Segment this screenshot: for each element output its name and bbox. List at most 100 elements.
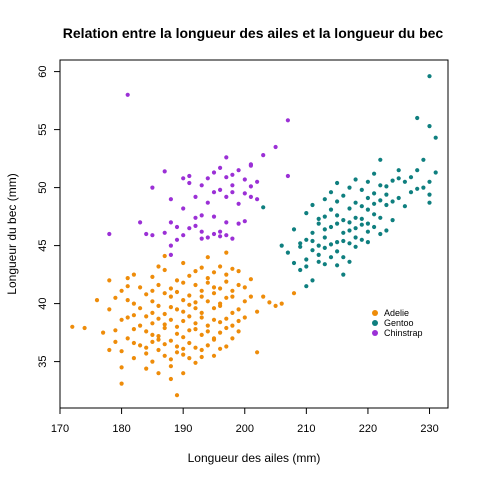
data-point-chinstrap	[199, 229, 204, 234]
data-point-gentoo	[378, 183, 383, 188]
data-point-adelie	[211, 353, 217, 358]
data-point-adelie	[224, 316, 229, 321]
data-point-adelie	[181, 335, 186, 340]
data-point-adelie	[156, 334, 161, 339]
data-point-gentoo	[335, 221, 340, 226]
data-point-chinstrap	[255, 197, 260, 202]
data-point-chinstrap	[199, 183, 204, 188]
data-point-chinstrap	[174, 224, 180, 230]
y-axis-label: Longueur du bec (mm)	[5, 173, 19, 294]
data-point-adelie	[242, 299, 247, 304]
data-point-gentoo	[341, 230, 346, 235]
data-point-gentoo	[396, 176, 401, 181]
data-point-adelie	[193, 321, 198, 326]
data-point-gentoo	[353, 235, 358, 240]
data-point-adelie	[181, 352, 186, 357]
data-point-adelie	[125, 298, 130, 303]
data-point-gentoo	[322, 214, 327, 219]
data-point-gentoo	[304, 284, 309, 289]
data-point-adelie	[113, 339, 118, 344]
y-tick-label: 60	[37, 65, 49, 77]
data-point-chinstrap	[168, 243, 173, 248]
data-point-adelie	[230, 288, 235, 293]
data-point-adelie	[162, 311, 167, 317]
data-point-adelie	[101, 330, 106, 335]
data-point-adelie	[131, 356, 136, 361]
data-point-adelie	[131, 272, 136, 277]
legend-label-adelie: Adelie	[384, 308, 409, 318]
data-point-gentoo	[298, 241, 303, 246]
data-point-adelie	[156, 303, 161, 308]
data-point-gentoo	[310, 248, 315, 253]
data-point-adelie	[174, 289, 180, 295]
data-point-chinstrap	[230, 172, 235, 177]
data-point-gentoo	[433, 135, 438, 140]
data-point-chinstrap	[187, 180, 192, 186]
data-point-adelie	[218, 264, 223, 269]
data-point-gentoo	[359, 187, 364, 192]
data-point-adelie	[236, 318, 241, 324]
data-point-chinstrap	[168, 197, 173, 202]
data-point-adelie	[162, 253, 167, 259]
y-tick-label: 55	[37, 123, 49, 135]
data-point-gentoo	[353, 244, 358, 249]
data-point-adelie	[174, 393, 180, 398]
data-point-adelie	[230, 310, 235, 315]
data-point-chinstrap	[107, 231, 112, 237]
data-point-adelie	[150, 310, 155, 315]
data-point-chinstrap	[174, 237, 180, 242]
data-point-adelie	[236, 307, 241, 312]
data-point-gentoo	[310, 238, 315, 244]
data-point-chinstrap	[138, 220, 143, 225]
data-point-gentoo	[335, 199, 340, 204]
data-point-gentoo	[341, 238, 346, 244]
x-tick-label: 180	[112, 423, 130, 435]
data-point-adelie	[162, 322, 167, 327]
data-point-chinstrap	[125, 92, 130, 97]
data-points-layer	[70, 74, 438, 398]
data-point-adelie	[230, 336, 235, 341]
data-point-adelie	[199, 288, 204, 293]
data-point-adelie	[187, 340, 192, 346]
data-point-adelie	[70, 324, 75, 329]
data-point-gentoo	[365, 207, 370, 212]
data-point-gentoo	[322, 227, 327, 232]
data-point-adelie	[193, 282, 198, 288]
data-point-gentoo	[335, 180, 340, 186]
data-point-gentoo	[390, 218, 395, 223]
data-point-gentoo	[402, 179, 407, 184]
data-point-adelie	[168, 286, 173, 291]
data-point-gentoo	[427, 200, 432, 205]
data-point-chinstrap	[273, 144, 278, 150]
data-point-chinstrap	[187, 226, 192, 231]
data-point-chinstrap	[205, 235, 210, 240]
data-point-adelie	[199, 332, 204, 337]
data-point-chinstrap	[181, 233, 186, 238]
data-point-adelie	[187, 314, 192, 319]
data-point-adelie	[211, 306, 217, 311]
data-point-adelie	[218, 346, 223, 351]
data-point-chinstrap	[168, 252, 173, 257]
data-point-adelie	[156, 371, 161, 376]
data-point-gentoo	[322, 235, 327, 240]
data-point-adelie	[211, 337, 217, 342]
data-point-adelie	[205, 255, 210, 260]
data-point-adelie	[119, 349, 124, 354]
data-point-chinstrap	[224, 233, 229, 238]
data-point-gentoo	[365, 195, 370, 201]
data-point-adelie	[150, 274, 155, 279]
data-point-adelie	[181, 309, 186, 314]
data-point-chinstrap	[224, 155, 229, 160]
data-point-adelie	[193, 327, 198, 332]
data-point-adelie	[113, 295, 118, 300]
data-point-adelie	[125, 284, 130, 289]
data-point-adelie	[131, 313, 136, 318]
data-point-adelie	[248, 277, 253, 282]
legend-marker-gentoo	[372, 320, 378, 326]
data-point-adelie	[199, 315, 204, 320]
data-point-adelie	[162, 267, 167, 273]
data-point-gentoo	[316, 216, 321, 221]
data-point-chinstrap	[248, 194, 253, 199]
data-point-chinstrap	[199, 213, 204, 218]
